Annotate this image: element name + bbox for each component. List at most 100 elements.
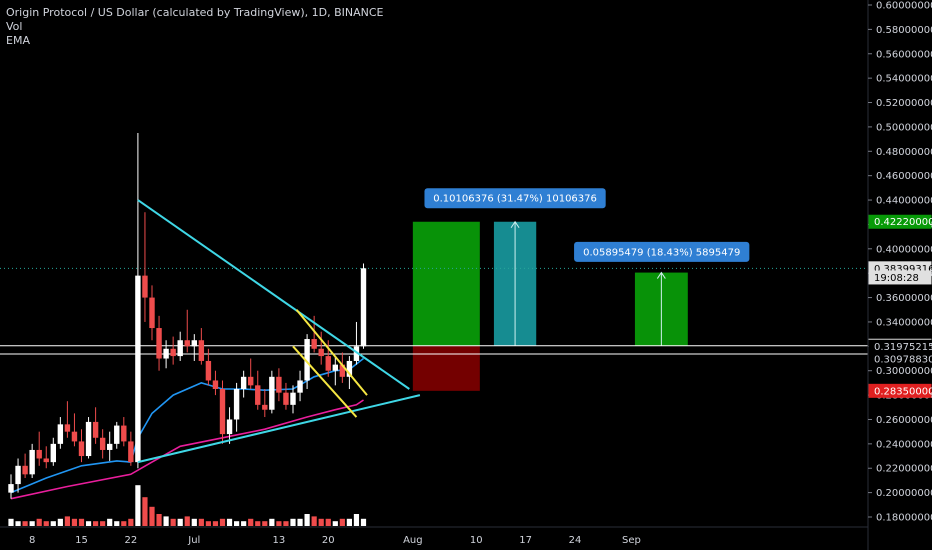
candle-body[interactable] — [290, 392, 296, 405]
candle-body[interactable] — [163, 348, 169, 359]
flag-lower-line[interactable] — [292, 345, 358, 418]
volume-bar — [360, 518, 367, 526]
measure-label-1: 0.10106376 (31.47%) 10106376 — [433, 194, 597, 205]
candle-body[interactable] — [191, 340, 197, 347]
volume-bar — [57, 518, 63, 526]
candle-body[interactable] — [353, 346, 360, 361]
measure-1-arrow-head — [510, 220, 520, 229]
price-tick-label: 0.50000000 — [876, 122, 932, 133]
volume-bar — [156, 514, 162, 526]
candle-body[interactable] — [8, 484, 14, 493]
ema-fast-line[interactable] — [10, 357, 364, 494]
stop-1-zone[interactable] — [412, 345, 480, 391]
price-tick-label: 0.34000000 — [876, 317, 932, 328]
price-tick-label: 0.46000000 — [876, 171, 932, 182]
candle-body[interactable] — [283, 392, 289, 405]
candle-body[interactable] — [15, 465, 21, 485]
candle-body[interactable] — [240, 376, 247, 389]
volume-bar — [191, 518, 197, 526]
candle-body[interactable] — [233, 389, 240, 420]
candle-body[interactable] — [248, 376, 254, 386]
candle-body[interactable] — [297, 380, 303, 393]
volume-bar — [339, 518, 345, 526]
candle-body[interactable] — [318, 348, 324, 357]
price-tick-label: 0.22000000 — [876, 464, 932, 475]
volume-bar — [43, 521, 49, 526]
candle-body[interactable] — [92, 421, 99, 438]
measure-label-1-box[interactable] — [424, 188, 606, 209]
volume-bar — [290, 518, 296, 526]
price-label: 0.28350000 — [874, 386, 932, 397]
volume-bar — [93, 521, 99, 526]
candle-body[interactable] — [226, 419, 233, 435]
candle-body[interactable] — [64, 424, 71, 432]
price-tick-label: 0.58000000 — [876, 25, 932, 36]
candle-body[interactable] — [22, 465, 28, 475]
candle-body[interactable] — [135, 275, 141, 463]
volume-bar — [212, 521, 219, 526]
candle-body[interactable] — [78, 441, 85, 457]
price-label-box — [868, 351, 932, 366]
price-label: 19:08:28 — [874, 273, 919, 284]
time-tick-label: 13 — [273, 535, 286, 546]
upper-trendline-line[interactable] — [137, 199, 410, 390]
candle-body[interactable] — [311, 339, 317, 349]
price-label: 0.31975215 — [874, 342, 932, 353]
candle-body[interactable] — [156, 328, 162, 359]
candle-body[interactable] — [212, 380, 219, 389]
candle-body[interactable] — [170, 348, 176, 357]
candle-body[interactable] — [177, 340, 183, 357]
chart-symbol-title[interactable]: Origin Protocol / US Dollar (calculated … — [6, 6, 384, 19]
candle-body[interactable] — [107, 443, 113, 450]
candle-body[interactable] — [43, 458, 49, 463]
candle-body[interactable] — [142, 275, 148, 298]
candle-body[interactable] — [149, 297, 155, 329]
candle-body[interactable] — [71, 431, 78, 442]
candle-body[interactable] — [128, 441, 134, 463]
candle-body[interactable] — [205, 360, 212, 381]
candle-body[interactable] — [36, 449, 42, 459]
candle-body[interactable] — [332, 364, 338, 371]
ema-slow-line[interactable] — [10, 399, 364, 500]
candle-body[interactable] — [339, 364, 346, 377]
candle-body[interactable] — [360, 268, 367, 347]
volume-bar — [219, 518, 226, 526]
price-label: 0.38399316 — [874, 264, 932, 275]
price-tick-label: 0.18000000 — [876, 513, 932, 524]
price-tick-label: 0.48000000 — [876, 147, 932, 158]
ema-indicator-label[interactable]: EMA — [6, 34, 30, 47]
candle-body[interactable] — [262, 404, 268, 410]
candle-body[interactable] — [114, 425, 120, 444]
candle-body[interactable] — [276, 376, 282, 393]
candle-body[interactable] — [304, 339, 310, 381]
time-tick-label: 24 — [569, 535, 582, 546]
volume-bar — [8, 518, 14, 526]
volume-bar — [184, 516, 190, 526]
candle-body[interactable] — [29, 449, 35, 475]
price-tick-label: 0.26000000 — [876, 415, 932, 426]
candle-body[interactable] — [184, 340, 190, 347]
candle-body[interactable] — [255, 385, 261, 405]
flag-upper-line[interactable] — [295, 309, 368, 396]
candle-body[interactable] — [57, 424, 64, 444]
candle-body[interactable] — [219, 389, 226, 435]
price-tick-label: 0.30000000 — [876, 366, 932, 377]
candle-body[interactable] — [85, 421, 92, 457]
candle-body[interactable] — [198, 340, 205, 361]
price-tick-label: 0.60000000 — [876, 1, 932, 12]
candle-body[interactable] — [121, 425, 127, 442]
candle-body[interactable] — [269, 376, 275, 410]
candle-body[interactable] — [99, 437, 106, 450]
volume-bar — [128, 518, 134, 526]
candle-body[interactable] — [50, 443, 56, 463]
measure-label-2-box[interactable] — [574, 241, 750, 262]
candle-body[interactable] — [346, 360, 353, 377]
target-1-zone[interactable] — [412, 221, 480, 346]
volume-bar — [170, 518, 176, 526]
candle-body[interactable] — [325, 356, 331, 371]
volume-indicator-label[interactable]: Vol — [6, 20, 23, 33]
lower-trendline-line[interactable] — [137, 394, 421, 464]
volume-bar — [177, 518, 183, 526]
